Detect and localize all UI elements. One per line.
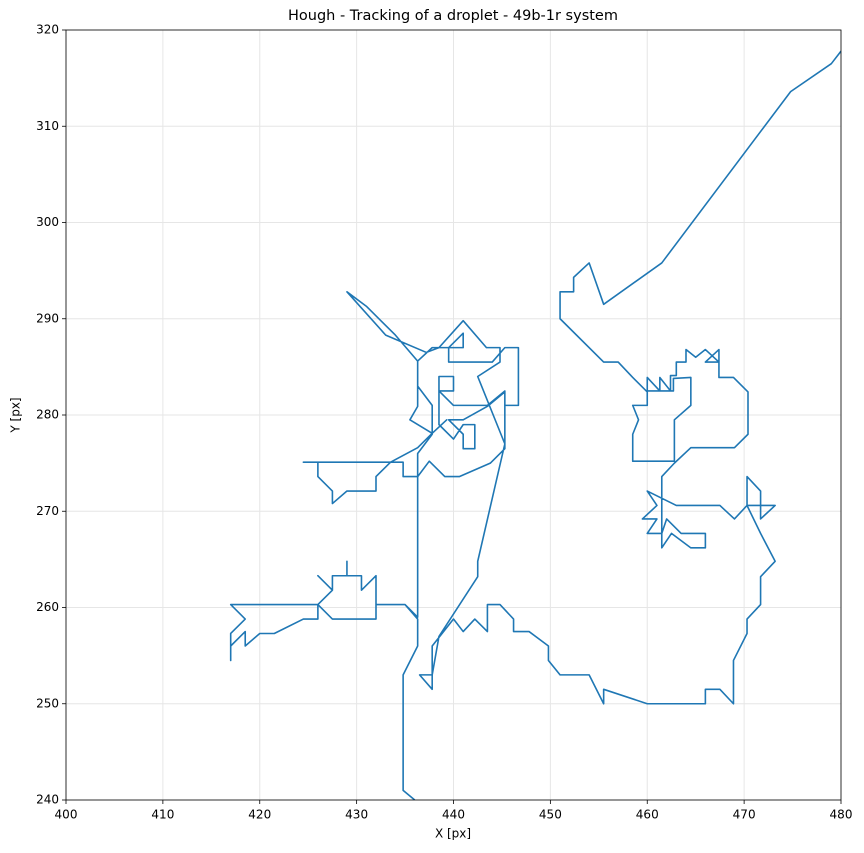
plot-area bbox=[229, 50, 841, 800]
x-tick-label: 450 bbox=[539, 808, 562, 822]
y-tick-label: 270 bbox=[36, 504, 59, 518]
x-tick-label: 410 bbox=[151, 808, 174, 822]
x-tick-label: 470 bbox=[733, 808, 756, 822]
y-tick-label: 250 bbox=[36, 696, 59, 710]
y-tick-label: 290 bbox=[36, 311, 59, 325]
y-tick-label: 280 bbox=[36, 408, 59, 422]
x-tick-label: 460 bbox=[636, 808, 659, 822]
y-tick-label: 300 bbox=[36, 215, 59, 229]
y-tick-label: 240 bbox=[36, 793, 59, 807]
ticks: 400 410 420 430 440 450 460 470 480 240 250 260 270 2… bbox=[36, 23, 852, 822]
y-tick-label: 320 bbox=[36, 23, 59, 37]
y-tick-label: 260 bbox=[36, 600, 59, 614]
x-tick-label: 420 bbox=[248, 808, 271, 822]
x-axis-label: X [px] bbox=[435, 827, 471, 841]
trajectory-line bbox=[229, 50, 841, 800]
y-axis-label: Y [px] bbox=[9, 397, 23, 433]
x-tick-label: 400 bbox=[55, 808, 78, 822]
x-tick-label: 440 bbox=[442, 808, 465, 822]
x-tick-label: 480 bbox=[830, 808, 853, 822]
y-tick-label: 310 bbox=[36, 119, 59, 133]
chart-title: Hough - Tracking of a droplet - 49b-1r s… bbox=[288, 8, 618, 24]
x-tick-label: 430 bbox=[345, 808, 368, 822]
grid bbox=[65, 29, 842, 801]
